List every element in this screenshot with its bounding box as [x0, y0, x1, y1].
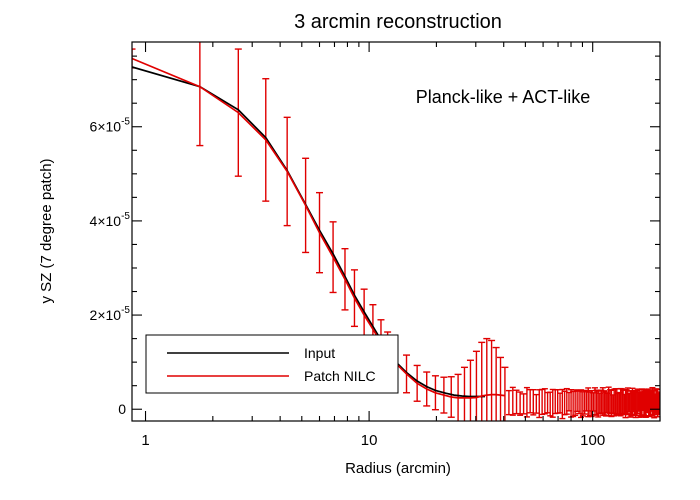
legend-label-input: Input — [304, 345, 335, 361]
chart-title: 3 arcmin reconstruction — [294, 11, 502, 33]
error-bar-noise — [513, 389, 520, 415]
axis-ticks: 1 10 100 0 2×10-5 4×10-5 6×10-5 — [90, 42, 661, 449]
legend-label-patch-nilc: Patch NILC — [304, 368, 376, 384]
y-tick-label: 0 — [118, 401, 126, 417]
x-tick-label: 10 — [361, 432, 378, 449]
error-bar-noise — [533, 393, 540, 414]
chart-annotation: Planck-like + ACT-like — [416, 87, 591, 107]
error-bar — [501, 366, 509, 421]
series-line-patch-nilc — [132, 57, 505, 399]
x-tick-label: 1 — [141, 432, 149, 449]
error-bar-noise — [655, 392, 660, 416]
y-tick-label: 4×10-5 — [90, 211, 131, 229]
error-bar-noise — [605, 386, 612, 417]
error-bar-noise — [595, 390, 602, 418]
x-axis-label: Radius (arcmin) — [345, 460, 451, 477]
legend: Input Patch NILC — [145, 334, 399, 394]
y-tick-label: 6×10-5 — [90, 117, 131, 135]
plot-frame — [131, 41, 661, 422]
error-bar-noise — [505, 389, 512, 416]
error-bar-noise — [527, 388, 534, 414]
error-bar-noise — [517, 391, 524, 416]
x-tick-label: 100 — [580, 432, 605, 449]
error-bar-noise — [530, 388, 537, 416]
error-bar-noise — [520, 393, 527, 415]
error-bar-noise — [656, 391, 660, 415]
error-bar-noise — [581, 389, 588, 415]
y-axis-label: y SZ (7 degree patch) — [38, 158, 55, 303]
error-bar-noise — [559, 388, 566, 420]
error-bar-noise — [509, 386, 516, 416]
y-tick-label: 2×10-5 — [90, 305, 131, 323]
legend-box — [145, 334, 399, 394]
